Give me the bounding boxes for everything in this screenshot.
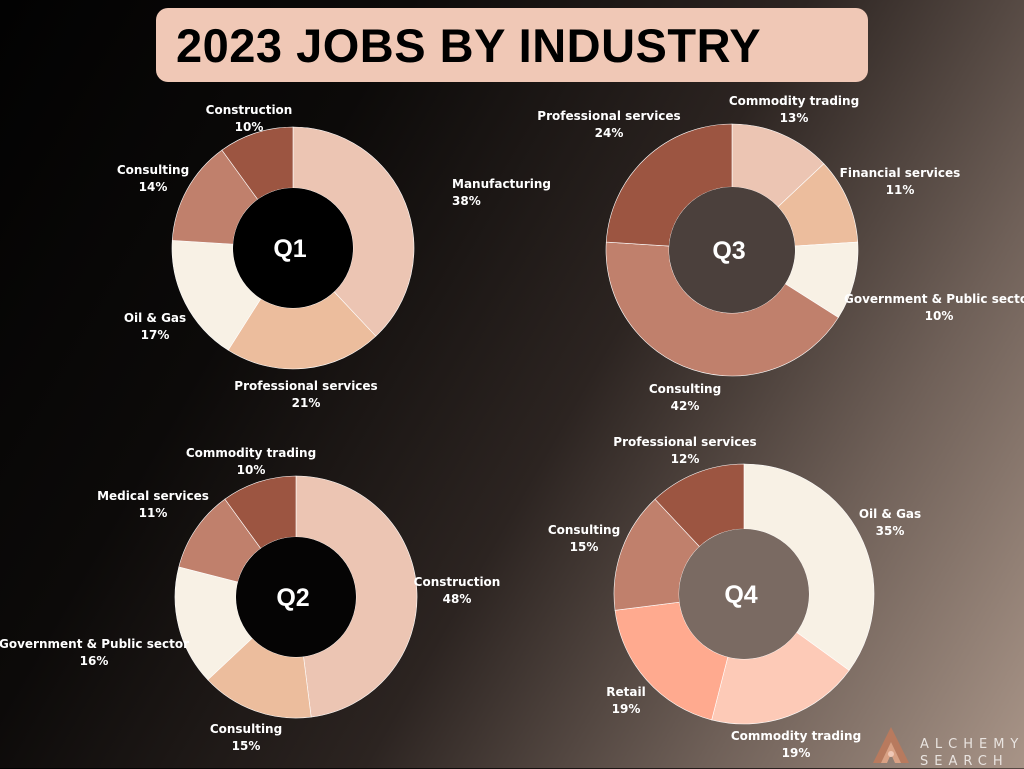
slice-value-label: 15% <box>232 739 261 753</box>
slice-label: Professional services <box>537 109 680 123</box>
title-banner: 2023 JOBS BY INDUSTRY <box>156 8 868 82</box>
donut-hole <box>669 187 795 313</box>
slice-label: Government & Public sector <box>844 292 1024 306</box>
center-label: Q1 <box>273 235 306 263</box>
slice-value-label: 15% <box>570 540 599 554</box>
slice-value-label: 24% <box>595 126 624 140</box>
slice-label: Commodity trading <box>731 729 861 743</box>
slice-label: Consulting <box>117 163 189 177</box>
slice-label: Consulting <box>649 382 721 396</box>
slice-value-label: 38% <box>452 194 481 208</box>
slice-label: Professional services <box>613 435 756 449</box>
slice-value-label: 13% <box>780 111 809 125</box>
donut-chart-q3: Q3 Commodity trading 13% Financial services… <box>537 94 1024 413</box>
donut-hole <box>236 537 356 657</box>
slice-label: Retail <box>606 685 645 699</box>
slice-professional-services <box>605 123 733 247</box>
brand-name-line1: ALCHEMY <box>920 737 1024 752</box>
slice-label: Commodity trading <box>729 94 859 108</box>
slice-value-label: 12% <box>671 452 700 466</box>
page-title: 2023 JOBS BY INDUSTRY <box>176 18 762 72</box>
center-label: Q3 <box>712 237 745 265</box>
slice-value-label: 48% <box>443 592 472 606</box>
slice-value-label: 11% <box>886 183 915 197</box>
slice-value-label: 11% <box>139 506 168 520</box>
donut-chart-q2: Q2 Construction 48% Consulting 15% Government… <box>0 446 500 753</box>
slice-label: Consulting <box>548 523 620 537</box>
slice-label: Financial services <box>840 166 961 180</box>
slice-value-label: 35% <box>876 524 905 538</box>
slice-label: Construction <box>206 103 293 117</box>
brand-name-line2: SEARCH <box>920 754 1009 769</box>
slice-label: Manufacturing <box>452 177 551 191</box>
slice-value-label: 10% <box>237 463 266 477</box>
slice-label: Consulting <box>210 722 282 736</box>
center-label: Q2 <box>276 584 309 612</box>
slice-value-label: 42% <box>671 399 700 413</box>
slice-label: Oil & Gas <box>859 507 921 521</box>
donut-chart-q4: Q4 Oil & Gas 35% Commodity trading 19% Retail… <box>548 435 921 760</box>
slice-label: Oil & Gas <box>124 311 186 325</box>
slice-label: Medical services <box>97 489 209 503</box>
slice-value-label: 16% <box>80 654 109 668</box>
slice-label: Government & Public sector <box>0 637 189 651</box>
alchemy-search-logo-icon <box>873 727 909 763</box>
slice-label: Professional services <box>234 379 377 393</box>
slice-value-label: 19% <box>782 746 811 760</box>
slice-label: Commodity trading <box>186 446 316 460</box>
donut-hole <box>679 529 809 659</box>
donut-chart-q1: Q1 Manufacturing 38% Professional services 2… <box>117 103 551 410</box>
slice-value-label: 21% <box>292 396 321 410</box>
slice-value-label: 19% <box>612 702 641 716</box>
brand-logo: ALCHEMY SEARCH <box>866 720 1024 769</box>
center-label: Q4 <box>724 581 757 609</box>
slice-label: Construction <box>414 575 501 589</box>
slice-value-label: 10% <box>235 120 264 134</box>
slice-value-label: 17% <box>141 328 170 342</box>
donut-hole <box>233 188 353 308</box>
slice-value-label: 10% <box>925 309 954 323</box>
slice-value-label: 14% <box>139 180 168 194</box>
